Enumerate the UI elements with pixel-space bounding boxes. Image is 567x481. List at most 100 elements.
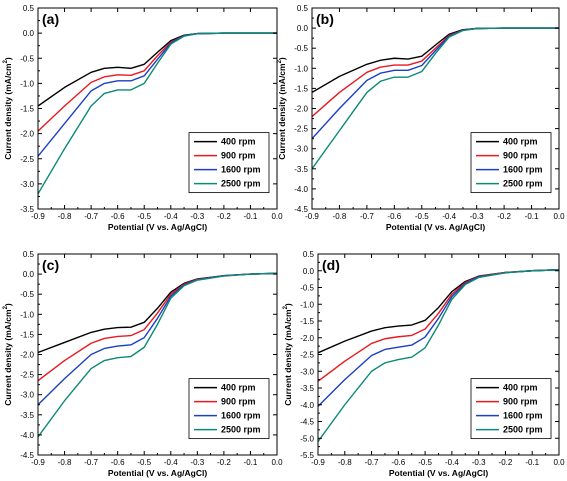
y-tick-label: -0.5 bbox=[20, 290, 34, 299]
y-axis-label-sup: 2 bbox=[3, 59, 9, 63]
panel-label: (b) bbox=[316, 11, 334, 27]
x-tick-label: -0.3 bbox=[190, 458, 204, 467]
series-group bbox=[312, 27, 559, 170]
series-line-400-rpm bbox=[318, 269, 559, 354]
y-tick-label: -3.0 bbox=[20, 391, 34, 400]
legend-entry-label: 400 rpm bbox=[221, 383, 256, 393]
legend-entry-label: 900 rpm bbox=[221, 397, 256, 407]
y-axis-label-sup: 2 bbox=[3, 305, 9, 309]
x-axis-label: Potential (V vs. Ag/AgCl) bbox=[108, 468, 208, 478]
x-tick-label: -0.8 bbox=[333, 212, 347, 221]
y-axis-label: Current density (mA/cm2) bbox=[283, 303, 293, 406]
y-tick-label: -4.5 bbox=[20, 451, 34, 460]
x-tick-label: -0.3 bbox=[472, 458, 486, 467]
chart-panel-c: -0.9 -0.8 -0.7 -0.6 -0.5 -0.4 -0.3 -0.2 -0.1 0.0 -… bbox=[3, 250, 283, 478]
legend-entry-label: 1600 rpm bbox=[503, 165, 543, 175]
y-axis-label: Current density (mA/cm2) bbox=[3, 57, 13, 160]
y-axis-label-main: Current density (mA/cm bbox=[277, 63, 287, 160]
legend-entry-label: 900 rpm bbox=[221, 151, 256, 161]
series-group bbox=[38, 272, 277, 438]
legend-box bbox=[188, 132, 270, 194]
series-line-2500-rpm bbox=[318, 269, 559, 443]
y-tick-label: 0.0 bbox=[303, 267, 315, 276]
chart-panel-a: -0.9 -0.8 -0.7 -0.6 -0.5 -0.4 -0.3 -0.2 -0.1 0.0 -… bbox=[3, 4, 283, 232]
y-tick-label: -3.5 bbox=[20, 411, 34, 420]
legend-box bbox=[470, 378, 552, 440]
x-tick-label: 0.0 bbox=[553, 212, 565, 221]
x-axis-label: Potential (V vs. Ag/AgCl) bbox=[389, 468, 489, 478]
y-axis-label-tail: ) bbox=[283, 303, 293, 306]
legend-entry-label: 900 rpm bbox=[503, 151, 538, 161]
legend-entry-label: 400 rpm bbox=[503, 383, 538, 393]
y-tick-label: -4.0 bbox=[300, 401, 314, 410]
y-tick-label: 0.0 bbox=[23, 29, 35, 38]
x-tick-label: -0.1 bbox=[525, 458, 539, 467]
y-axis-label: Current density (mA/cm2) bbox=[3, 303, 13, 406]
panel-label: (a) bbox=[42, 11, 59, 27]
legend: 400 rpm 900 rpm 1600 rpm 2500 rpm bbox=[470, 132, 552, 194]
y-tick-label: -3.0 bbox=[20, 180, 34, 189]
y-tick-label: -2.5 bbox=[20, 371, 34, 380]
x-tick-label: -0.2 bbox=[497, 212, 511, 221]
y-tick-label: -0.5 bbox=[300, 284, 314, 293]
y-tick-label: 0.5 bbox=[23, 250, 35, 259]
y-tick-label: -1.5 bbox=[300, 317, 314, 326]
legend-entry-label: 2500 rpm bbox=[503, 425, 543, 435]
y-tick-label: -4.0 bbox=[294, 185, 308, 194]
x-tick-label: -0.4 bbox=[442, 212, 456, 221]
y-tick-label: -2.5 bbox=[20, 155, 34, 164]
x-tick-label: -0.5 bbox=[418, 458, 432, 467]
legend-entry-label: 1600 rpm bbox=[221, 165, 261, 175]
y-tick-label: -5.5 bbox=[300, 451, 314, 460]
y-tick-label: -2.5 bbox=[300, 351, 314, 360]
y-tick-label: -4.5 bbox=[300, 418, 314, 427]
y-axis-label-sup: 2 bbox=[277, 59, 283, 63]
x-tick-label: -0.2 bbox=[217, 212, 231, 221]
y-tick-label: 0.5 bbox=[23, 4, 35, 13]
y-tick-label: -3.0 bbox=[294, 145, 308, 154]
y-tick-label: -2.0 bbox=[20, 351, 34, 360]
legend-entry-label: 900 rpm bbox=[503, 397, 538, 407]
y-axis-label-main: Current density (mA/cm bbox=[3, 309, 13, 406]
y-tick-label: -2.0 bbox=[294, 105, 308, 114]
x-tick-label: -0.6 bbox=[391, 458, 405, 467]
x-tick-label: -0.6 bbox=[387, 212, 401, 221]
x-tick-label: -0.4 bbox=[164, 458, 178, 467]
x-tick-label: -0.3 bbox=[470, 212, 484, 221]
y-tick-label: -1.0 bbox=[20, 310, 34, 319]
x-tick-label: -0.8 bbox=[58, 212, 72, 221]
legend-entry-label: 2500 rpm bbox=[503, 179, 543, 189]
y-tick-label: -1.0 bbox=[300, 300, 314, 309]
legend-entry-label: 400 rpm bbox=[503, 137, 538, 147]
y-tick-label: -3.5 bbox=[300, 384, 314, 393]
x-tick-label: -0.9 bbox=[31, 212, 45, 221]
series-line-900-rpm bbox=[38, 272, 277, 382]
legend: 400 rpm 900 rpm 1600 rpm 2500 rpm bbox=[188, 378, 270, 440]
x-tick-label: -0.7 bbox=[84, 212, 98, 221]
y-axis-label-sup: 2 bbox=[283, 305, 289, 309]
panel-label: (d) bbox=[322, 257, 340, 273]
y-axis-label-tail: ) bbox=[3, 57, 13, 60]
y-tick-label: -3.5 bbox=[20, 205, 34, 214]
x-tick-label: -0.9 bbox=[311, 458, 325, 467]
legend-box bbox=[470, 132, 552, 194]
y-tick-label: -2.0 bbox=[20, 130, 34, 139]
chart-panel-b: -0.9 -0.8 -0.7 -0.6 -0.5 -0.4 -0.3 -0.2 -0.1 0.0 -… bbox=[277, 4, 565, 232]
series-line-2500-rpm bbox=[38, 32, 277, 195]
x-tick-label: -0.7 bbox=[360, 212, 374, 221]
y-tick-label: -3.0 bbox=[300, 367, 314, 376]
y-tick-label: -0.5 bbox=[20, 54, 34, 63]
x-tick-label: -0.5 bbox=[137, 212, 151, 221]
x-tick-label: -0.9 bbox=[305, 212, 319, 221]
series-line-2500-rpm bbox=[312, 27, 559, 170]
x-axis-label: Potential (V vs. Ag/AgCl) bbox=[386, 222, 486, 232]
y-axis-label-main: Current density (mA/cm bbox=[3, 63, 13, 160]
x-tick-label: -0.6 bbox=[111, 212, 125, 221]
panel-label: (c) bbox=[42, 257, 59, 273]
x-tick-label: -0.1 bbox=[525, 212, 539, 221]
legend: 400 rpm 900 rpm 1600 rpm 2500 rpm bbox=[188, 132, 270, 194]
series-line-400-rpm bbox=[312, 27, 559, 94]
y-tick-label: -4.5 bbox=[294, 205, 308, 214]
series-group bbox=[38, 32, 277, 195]
